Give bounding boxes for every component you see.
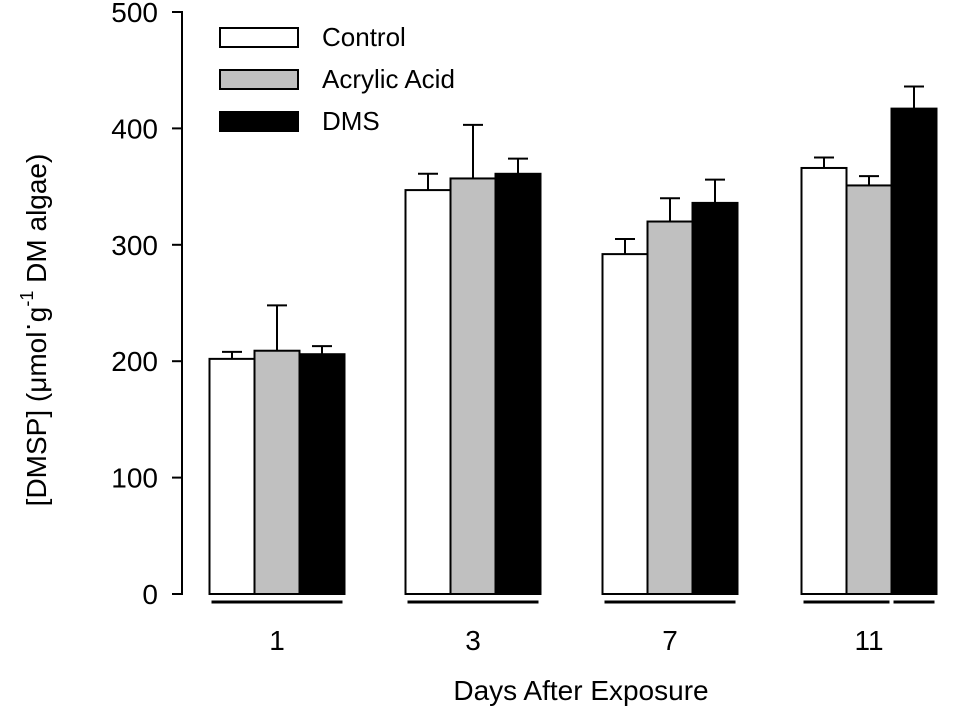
y-axis-title-superscript: -1 (17, 291, 37, 307)
y-tick-label: 100 (111, 463, 158, 494)
x-axis: 1 3 7 11 (269, 625, 883, 656)
legend-swatch (219, 27, 299, 48)
bar (494, 172, 542, 596)
y-tick-label: 200 (111, 346, 158, 377)
x-axis-title: Days After Exposure (453, 675, 708, 706)
error-bars (222, 85, 924, 359)
legend: Control Acrylic Acid DMS (219, 22, 455, 136)
y-tick-label: 500 (111, 0, 158, 28)
x-tick-label: 1 (269, 625, 285, 656)
legend-label: DMS (322, 106, 380, 136)
bar (404, 189, 452, 595)
bar (298, 353, 346, 595)
y-axis: 0 100 200 300 400 500 (111, 0, 183, 610)
bar (890, 107, 938, 595)
bar (800, 166, 848, 595)
bar (845, 184, 893, 595)
x-tick-label: 11 (854, 625, 883, 656)
y-axis-title-prefix: [DMSP] (μmol (21, 332, 52, 507)
legend-swatch (219, 111, 299, 132)
bar (601, 253, 649, 595)
legend-label: Acrylic Acid (322, 64, 455, 94)
bar (208, 357, 256, 596)
x-tick-label: 7 (662, 625, 678, 656)
y-axis-title-g: g (21, 307, 52, 323)
bar (691, 201, 739, 595)
bars (208, 107, 938, 596)
y-axis-title: [DMSP] (μmol·g-1 DM algae) (11, 154, 52, 507)
y-tick-label: 300 (111, 230, 158, 261)
y-axis-title-dot: · (11, 322, 42, 331)
legend-label: Control (322, 22, 406, 52)
bar (449, 177, 497, 595)
y-tick-label: 400 (111, 113, 158, 144)
bar (253, 349, 301, 595)
legend-swatch (219, 69, 299, 90)
y-tick-label: 0 (142, 579, 158, 610)
bar (646, 220, 694, 596)
y-axis-title-suffix: DM algae) (21, 154, 52, 291)
x-tick-label: 3 (465, 625, 481, 656)
